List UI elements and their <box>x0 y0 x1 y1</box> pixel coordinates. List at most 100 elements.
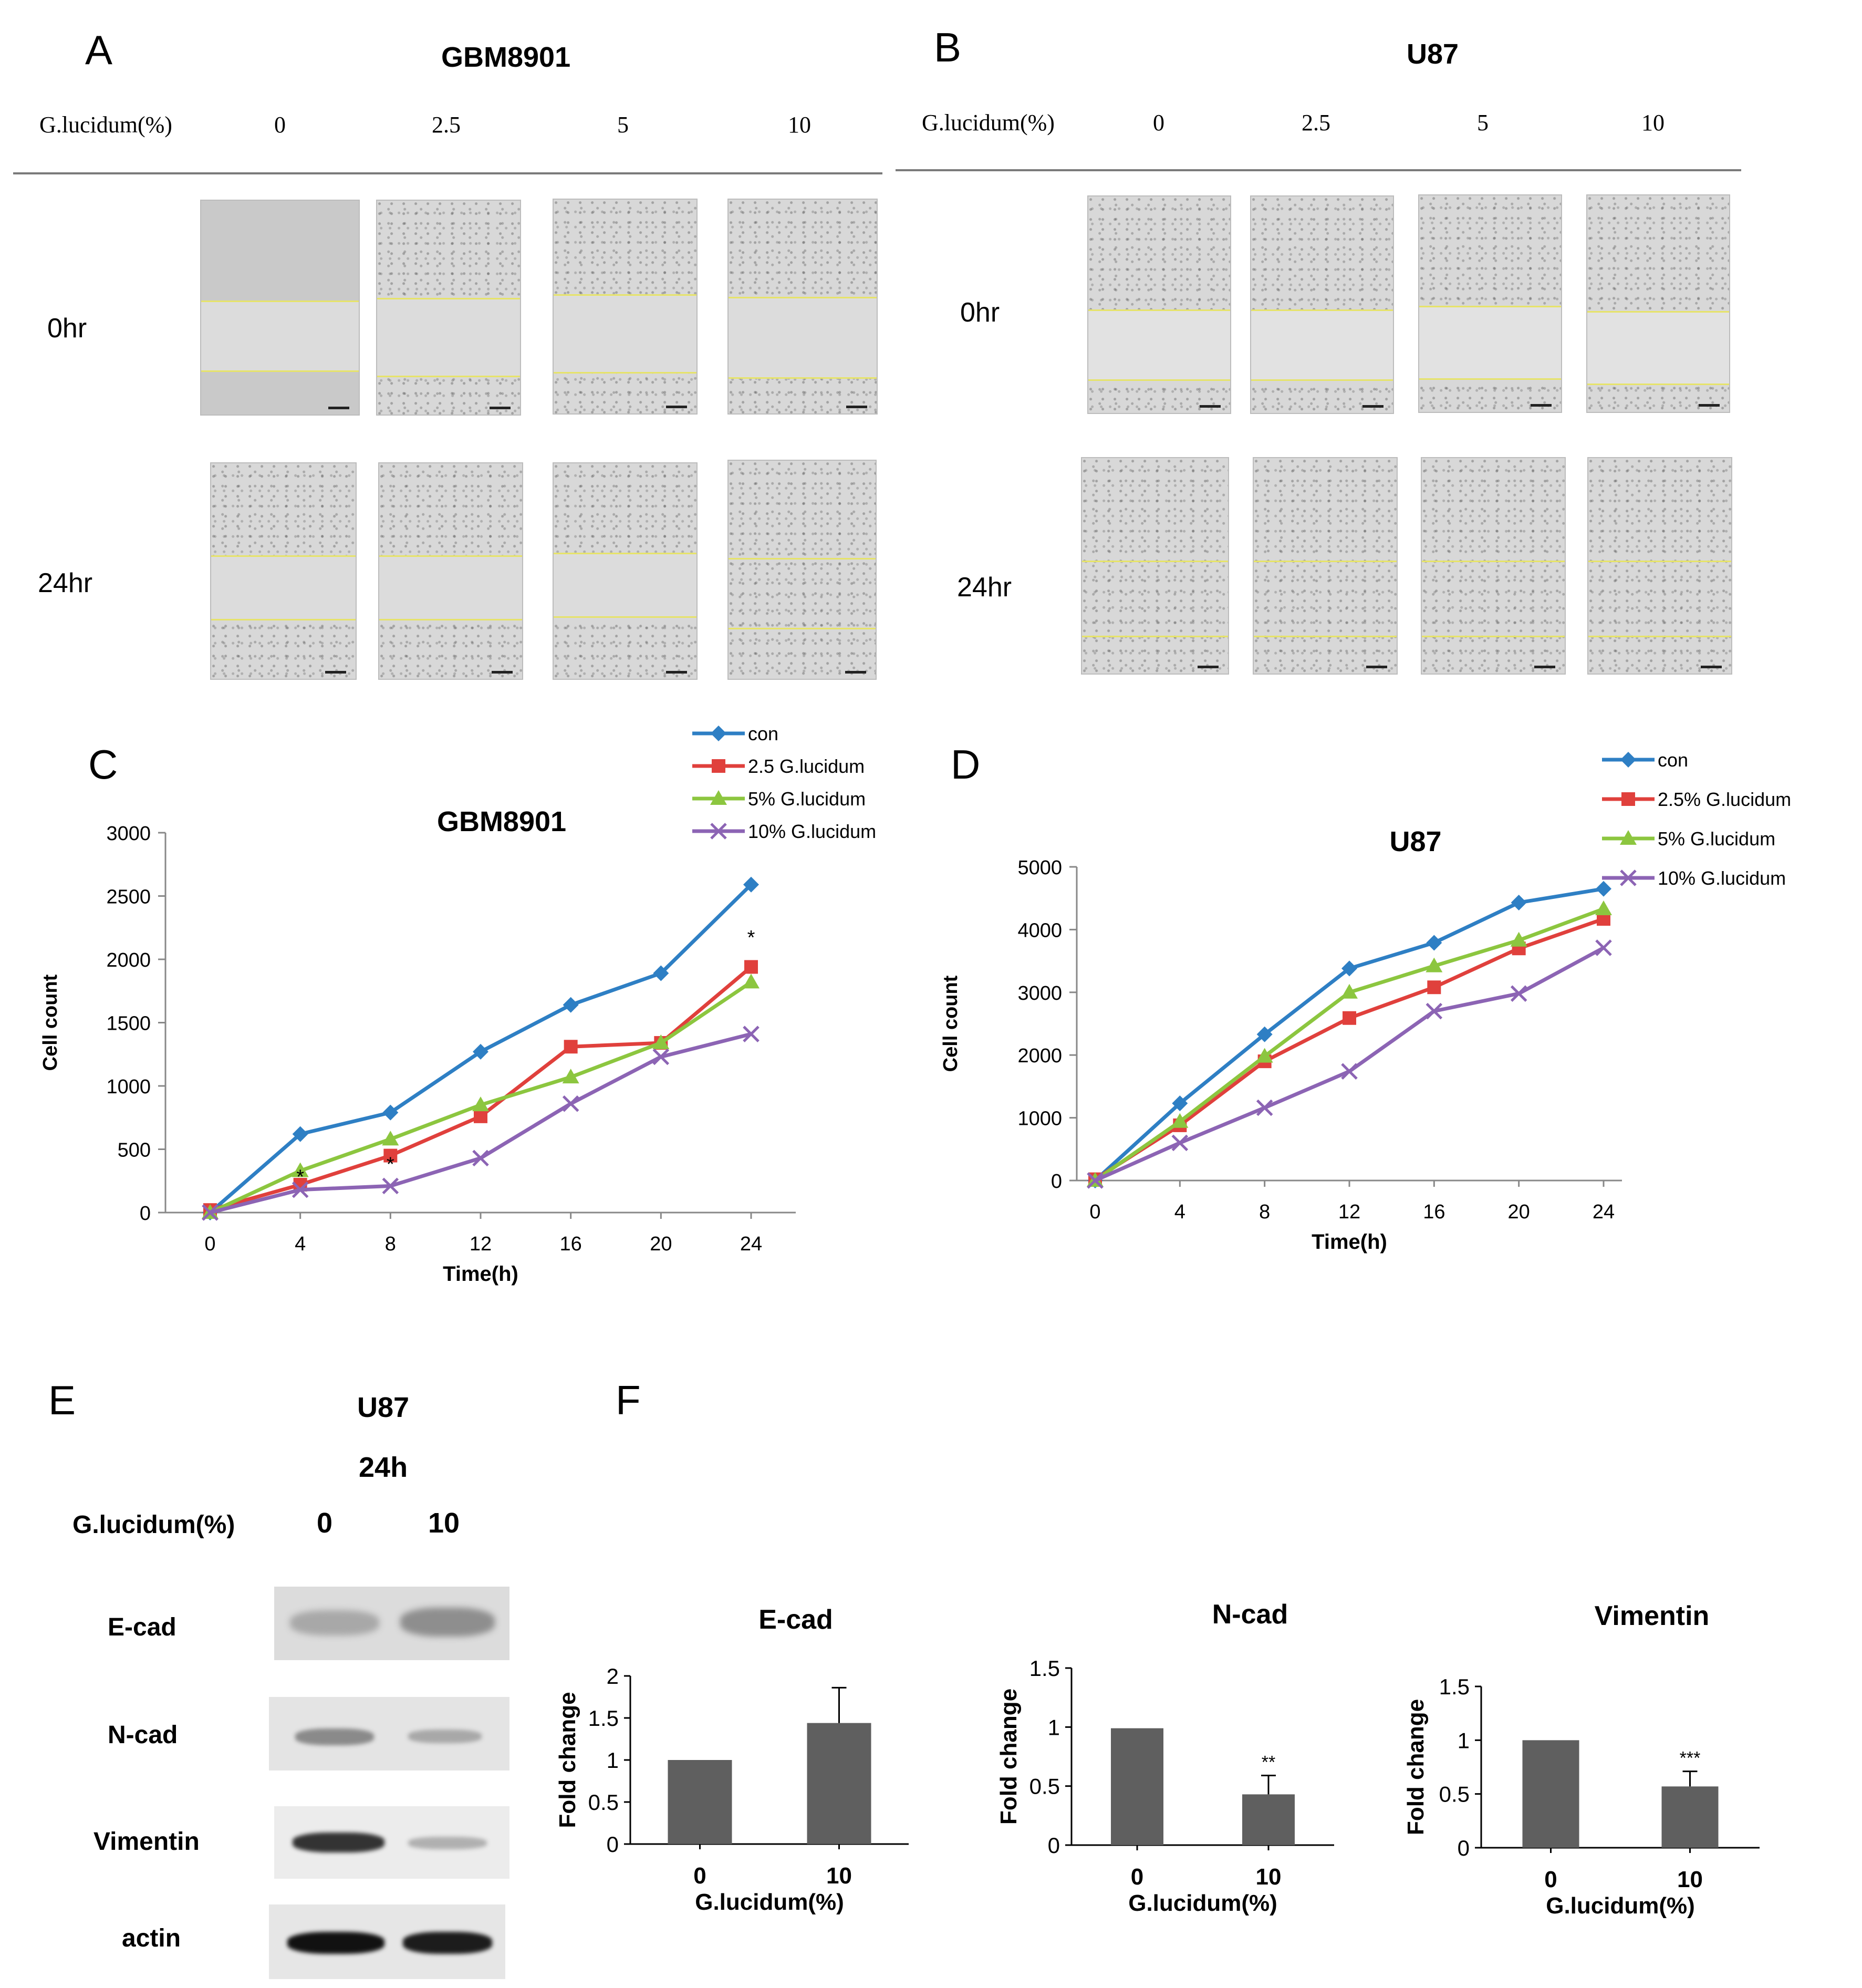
panel-a-cell-line: GBM8901 <box>441 42 571 73</box>
panel-b-dose-10: 10 <box>1641 110 1665 136</box>
chart-d-point-0-6 <box>1596 881 1611 897</box>
chart-f2-ytick-label: 0 <box>1048 1833 1060 1858</box>
panel-b-treatment-label: G.lucidum(%) <box>922 110 1055 136</box>
chart-d-point-0-3 <box>1341 960 1357 977</box>
chart-c-point-3-0 <box>202 1204 219 1221</box>
panel-a-dose-5: 5 <box>617 112 629 138</box>
chart-d-point-0-5 <box>1511 895 1527 911</box>
blot-vimentin <box>274 1806 509 1879</box>
panel-e-dose-10: 10 <box>428 1507 460 1539</box>
chart-c-point-1-6 <box>744 960 758 974</box>
band-ncad-10 <box>408 1730 482 1743</box>
chart-f1-title: E-cad <box>758 1604 833 1635</box>
blot-label-ecad: E-cad <box>108 1613 176 1641</box>
chart-c-xtick-label: 12 <box>470 1233 492 1255</box>
chart-c-ytick-label: 1000 <box>106 1076 151 1098</box>
chart-d-title: U87 <box>1389 826 1441 857</box>
panel-b-dose-2-5: 2.5 <box>1302 110 1330 136</box>
chart-c-title: GBM8901 <box>437 806 566 837</box>
chart-f1-ytick-label: 1.5 <box>588 1706 619 1731</box>
chart-d-legend-marker-2 <box>1620 830 1637 845</box>
chart-d-ytick-label: 4000 <box>1017 919 1062 941</box>
chart-c-ytick-label: 3000 <box>106 823 151 845</box>
panel-a-dose-10: 10 <box>788 112 811 138</box>
chart-d-point-3-1 <box>1171 1134 1189 1152</box>
chart-d-xtick-label: 8 <box>1259 1201 1270 1223</box>
panel-d-letter: D <box>951 741 981 788</box>
chart-d-point-2-4 <box>1426 957 1443 972</box>
chart-d-point-1-4 <box>1427 980 1441 995</box>
chart-d-point-3-3 <box>1341 1063 1358 1080</box>
chart-d-legend-label-3: 10% G.lucidum <box>1658 867 1786 889</box>
chart-f1-ytick-label: 2 <box>607 1664 619 1689</box>
chart-d-xtick-label: 20 <box>1508 1201 1530 1223</box>
chart-f1-ytick-label: 1 <box>607 1748 619 1773</box>
chart-c-legend-label-0: con <box>748 723 778 744</box>
chart-f2-bar-0 <box>1111 1728 1163 1845</box>
chart-c-ytick-label: 0 <box>140 1203 151 1225</box>
chart-f1-ylabel: Fold change <box>555 1692 580 1828</box>
micrograph-a-24hr-0 <box>210 462 357 680</box>
chart-c-point-3-2 <box>382 1177 399 1195</box>
panel-f-letter: F <box>616 1377 641 1423</box>
chart-f1-ytick-label: 0.5 <box>588 1790 619 1815</box>
chart-d-xtick-label: 16 <box>1423 1201 1445 1223</box>
band-actin-10 <box>403 1932 492 1954</box>
micrograph-b-0hr-10 <box>1586 194 1730 413</box>
chart-c-point-0-1 <box>292 1126 308 1142</box>
chart-d-legend-label-2: 5% G.lucidum <box>1658 828 1775 850</box>
chart-f3-ytick-label: 0 <box>1458 1836 1470 1860</box>
chart-c-ytick-label: 2000 <box>106 949 151 971</box>
chart-d-legend-marker-0 <box>1620 752 1636 768</box>
chart-c-legend-marker-2 <box>710 790 727 805</box>
micrograph-a-0hr-0 <box>200 200 360 416</box>
chart-f1-bar-1 <box>807 1723 871 1844</box>
chart-d-ylabel: Cell count <box>940 975 962 1072</box>
panel-e-time: 24h <box>359 1452 408 1483</box>
chart-c-point-2-4 <box>562 1069 579 1084</box>
chart-d-line-1 <box>1094 917 1605 1181</box>
chart-c-point-3-3 <box>472 1150 489 1167</box>
chart-c-xtick-label: 0 <box>204 1233 215 1255</box>
chart-c-point-1-4 <box>564 1040 578 1054</box>
panel-a-dose-0: 0 <box>274 112 286 138</box>
chart-c-point-0-3 <box>473 1043 488 1060</box>
chart-c-point-3-1 <box>292 1181 309 1198</box>
chart-d-point-0-1 <box>1172 1095 1188 1112</box>
chart-d-point-0-4 <box>1426 935 1442 951</box>
chart-d-point-2-3 <box>1341 983 1358 999</box>
chart-f2-ytick-label: 1.5 <box>1029 1656 1060 1681</box>
chart-d-legend-label-1: 2.5% G.lucidum <box>1658 789 1791 810</box>
panel-b-dose-0: 0 <box>1153 110 1164 136</box>
chart-d-point-3-5 <box>1510 985 1527 1002</box>
bar-chart-vimentin: 0 0.5 1 1.5 0 *** 10 Vimentin G.lucidum(%) Fold c… <box>1403 1601 1760 1919</box>
chart-d-xlabel: Time(h) <box>1312 1230 1387 1254</box>
chart-c-legend-marker-0 <box>711 726 726 741</box>
micrograph-b-24hr-0 <box>1081 457 1229 675</box>
chart-d-xtick-label: 4 <box>1174 1201 1185 1223</box>
chart-c-xtick-label: 4 <box>295 1233 306 1255</box>
chart-c-point-2-2 <box>382 1131 399 1146</box>
panel-b-row-24hr: 24hr <box>957 572 1012 603</box>
chart-c-xtick-label: 8 <box>385 1233 396 1255</box>
panel-c-letter: C <box>88 741 118 788</box>
chart-f3-bar-0 <box>1522 1740 1579 1848</box>
chart-c-xtick-label: 24 <box>740 1233 762 1255</box>
chart-f2-bar-1 <box>1242 1794 1295 1845</box>
blot-actin <box>269 1904 505 1979</box>
chart-d-line-0 <box>1094 887 1604 1182</box>
bar-chart-ncad: 0 0.5 1 1.5 0 ** 10 N-cad G.lucidum(%) Fold chang… <box>996 1599 1334 1916</box>
chart-d-line-3 <box>1094 946 1605 1183</box>
chart-f3-ytick-label: 1 <box>1458 1728 1470 1753</box>
chart-c-point-2-1 <box>292 1162 309 1177</box>
chart-f3-bar-1 <box>1661 1786 1719 1848</box>
chart-d-line-2 <box>1094 907 1605 1182</box>
chart-c-xtick-label: 16 <box>560 1233 582 1255</box>
band-actin-0 <box>287 1932 384 1954</box>
chart-c-legend-marker-3 <box>710 823 727 840</box>
chart-d-point-0-2 <box>1256 1026 1273 1042</box>
micrograph-a-0hr-10 <box>727 199 878 415</box>
chart-d-ytick-label: 2000 <box>1017 1045 1062 1067</box>
micrograph-a-24hr-10 <box>727 460 877 680</box>
chart-f1-xtick-label: 0 <box>693 1863 706 1889</box>
